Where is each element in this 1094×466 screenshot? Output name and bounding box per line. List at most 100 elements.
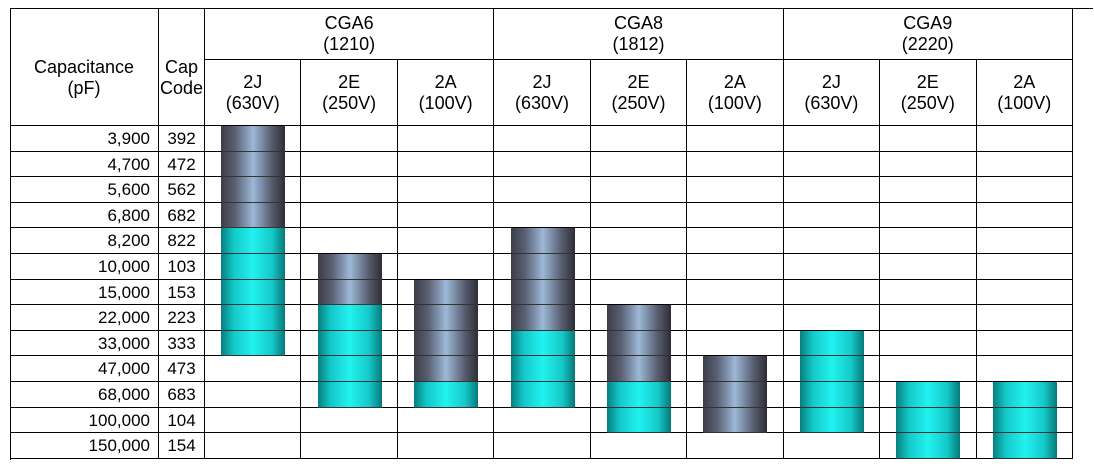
- availability-bar-cga6-2a: [414, 356, 479, 382]
- grid-cell: [880, 202, 977, 229]
- grid-cell: [205, 407, 302, 434]
- voltage-code: 2J: [532, 71, 552, 92]
- grid-cell: [494, 202, 591, 229]
- grid-cell: [397, 151, 495, 178]
- grid-cell: [301, 228, 398, 254]
- capacitance-value-text: 4,700: [107, 154, 150, 174]
- capacitance-value: 100,000: [10, 407, 159, 434]
- cap-code-value: 562: [159, 177, 205, 203]
- availability-bar-cga6-2e: [317, 305, 382, 331]
- capacitance-value-text: 15,000: [98, 282, 150, 302]
- series-name: CGA9: [903, 12, 953, 33]
- grid-cell: [880, 126, 977, 152]
- cap-code-value-text: 683: [167, 385, 196, 404]
- cap-code-value-text: 223: [167, 308, 196, 328]
- grid-cell: [590, 279, 688, 306]
- voltage-code: 2A: [434, 71, 457, 92]
- voltage-rating: (630V): [225, 92, 280, 113]
- capacitance-value: 4,700: [10, 151, 159, 178]
- series-name: CGA8: [613, 12, 663, 33]
- grid-cell: [880, 151, 977, 178]
- series-header-cga8: CGA8 (1812): [494, 8, 784, 60]
- availability-bar-cga9-2j: [799, 356, 864, 382]
- cap-code-value: 103: [159, 254, 205, 280]
- grid-cell: [301, 177, 398, 203]
- series-size: (1210): [323, 33, 376, 54]
- voltage-header-cga6-2a: 2A (100V): [397, 60, 495, 126]
- grid-cell: [783, 228, 881, 254]
- capacitance-value-text: 47,000: [98, 359, 150, 379]
- cap-code-value: 682: [159, 202, 205, 229]
- cap-code-value: 822: [159, 228, 205, 254]
- grid-cell: [783, 254, 881, 280]
- grid-cell: [397, 126, 495, 152]
- grid-cell: [687, 126, 784, 152]
- availability-bar-cga6-2j: [221, 279, 286, 306]
- grid-cell: [590, 126, 688, 152]
- voltage-header-cga6-2e: 2E (250V): [301, 60, 398, 126]
- grid-cell: [976, 126, 1073, 152]
- grid-cell: [494, 177, 591, 203]
- capacitance-value-text: 10,000: [98, 257, 150, 276]
- availability-bar-cga8-2j: [510, 356, 575, 382]
- voltage-code: 2A: [1013, 71, 1036, 92]
- grid-cell: [590, 433, 688, 459]
- availability-bar-cga6-2j: [221, 228, 286, 254]
- voltage-rating: (250V): [322, 92, 377, 113]
- availability-bar-cga6-2e: [317, 382, 382, 408]
- grid-cell: [976, 305, 1073, 331]
- cap-code-value-text: 392: [167, 129, 196, 148]
- grid-cell: [880, 330, 977, 357]
- availability-bar-cga8-2a: [703, 382, 768, 408]
- grid-cell: [397, 407, 495, 434]
- capacitance-value: 22,000: [10, 305, 159, 331]
- capacitance-value: 3,900: [10, 126, 159, 152]
- grid-cell: [590, 254, 688, 280]
- availability-bar-cga6-2j: [221, 305, 286, 331]
- grid-cell: [397, 254, 495, 280]
- grid-cell: [397, 433, 495, 459]
- cap-code-value-text: 472: [167, 154, 196, 174]
- availability-bar-cga9-2e: [896, 433, 961, 459]
- grid-cell: [783, 151, 881, 178]
- grid-cell: [687, 279, 784, 306]
- grid-cell: [205, 382, 302, 408]
- grid-cell: [397, 202, 495, 229]
- grid-cell: [880, 305, 977, 331]
- capacitance-value: 33,000: [10, 330, 159, 357]
- grid-cell: [687, 202, 784, 229]
- capacitance-value-text: 150,000: [88, 436, 150, 456]
- availability-bar-cga8-2e: [606, 407, 671, 434]
- grid-cell: [301, 151, 398, 178]
- capacitance-value-text: 3,900: [107, 129, 150, 148]
- grid-cell: [976, 177, 1073, 203]
- availability-bar-cga6-2a: [414, 330, 479, 357]
- cap-code-value-text: 682: [167, 205, 196, 225]
- grid-cell: [590, 202, 688, 229]
- capacitance-value: 10,000: [10, 254, 159, 280]
- capacitance-value-text: 6,800: [107, 205, 150, 225]
- voltage-rating: (100V): [707, 92, 762, 113]
- grid-cell: [976, 202, 1073, 229]
- series-size: (1812): [612, 33, 665, 54]
- capacitance-value: 5,600: [10, 177, 159, 203]
- availability-bar-cga9-2a: [992, 382, 1057, 408]
- series-size: (2220): [901, 33, 954, 54]
- grid-cell: [976, 228, 1073, 254]
- grid-cell: [494, 407, 591, 434]
- grid-cell: [687, 228, 784, 254]
- capacitance-value-text: 5,600: [107, 180, 150, 200]
- capacitance-value-text: 100,000: [88, 410, 150, 430]
- capacitance-value-text: 8,200: [107, 231, 150, 251]
- availability-bar-cga6-2j: [221, 177, 286, 203]
- cap-code-value: 473: [159, 356, 205, 382]
- cap-code-value-text: 153: [167, 282, 196, 302]
- series-header-cga6: CGA6 (1210): [205, 8, 495, 60]
- availability-bar-cga6-2e: [317, 330, 382, 357]
- grid-cell: [301, 202, 398, 229]
- grid-cell: [783, 433, 881, 459]
- availability-bar-cga8-2j: [510, 228, 575, 254]
- availability-bar-cga9-2e: [896, 407, 961, 434]
- capacitance-value: 6,800: [10, 202, 159, 229]
- cap-code-value-text: 104: [167, 410, 196, 430]
